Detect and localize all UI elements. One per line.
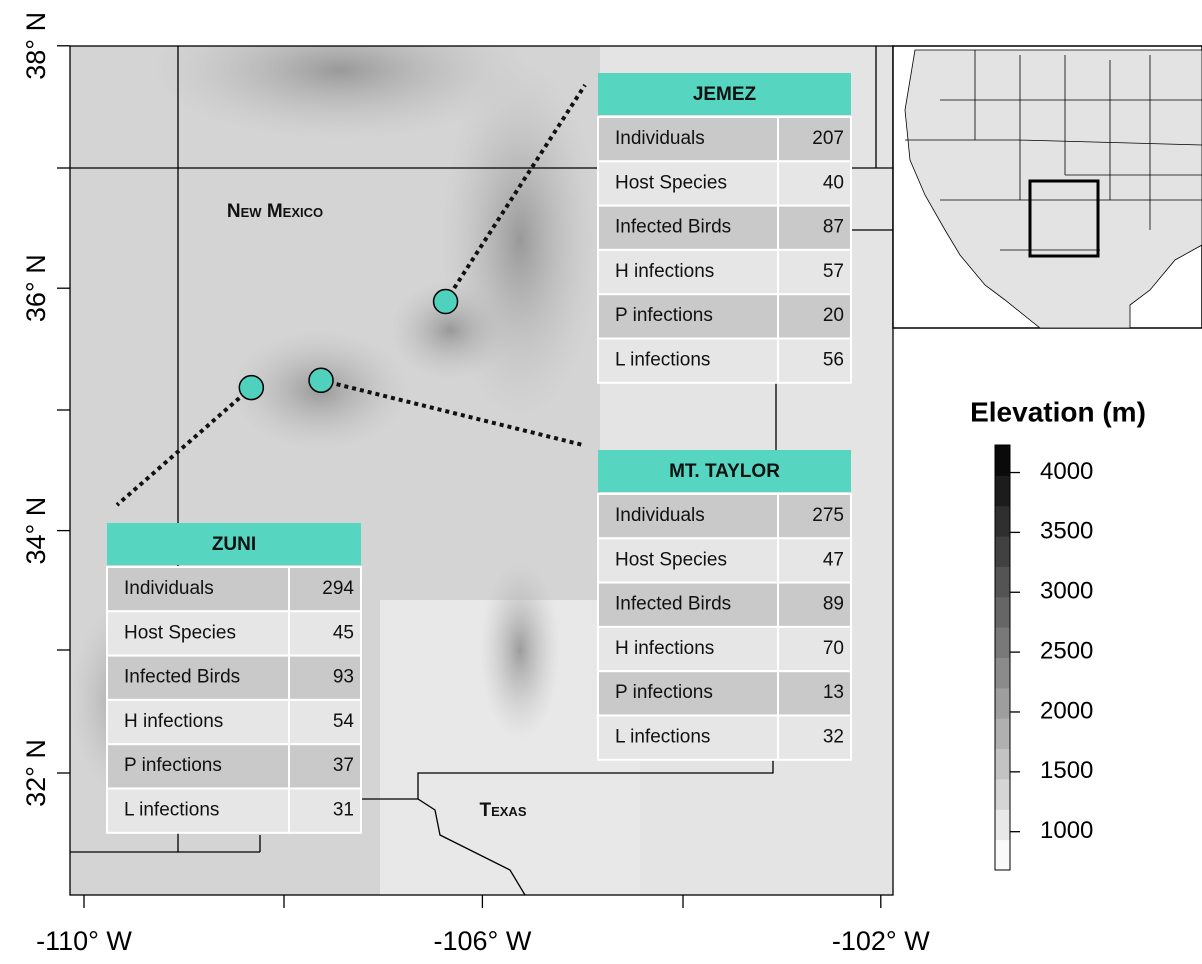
table-title: ZUNI — [212, 534, 256, 555]
table-title: MT. TAYLOR — [669, 461, 780, 482]
row-label: Host Species — [615, 549, 727, 570]
table-title: JEMEZ — [693, 84, 757, 105]
row-label: Individuals — [615, 128, 705, 149]
row-label: L infections — [615, 350, 710, 371]
colorbar-band — [995, 749, 1010, 780]
map-figure: Elevation (m) 1000 1500 2000 2500 3000 3500 40… — [0, 0, 1202, 964]
colorbar-band — [995, 779, 1010, 810]
legend-tick-label: 2500 — [1040, 637, 1093, 664]
row-label: Host Species — [124, 622, 236, 643]
legend-tick-label: 3000 — [1040, 578, 1093, 605]
row-label: P infections — [124, 755, 222, 776]
x-tick-label: -110° W — [36, 926, 132, 956]
colorbar-band — [995, 445, 1010, 476]
row-label: Individuals — [124, 578, 214, 599]
row-value: 32 — [823, 727, 844, 748]
row-value: 47 — [823, 549, 844, 570]
row-label: Individuals — [615, 505, 705, 526]
inset-map — [893, 46, 1202, 328]
y-tick-label: 38° N — [21, 12, 51, 80]
row-label: Infected Birds — [615, 217, 731, 238]
x-tick-label: -102° W — [832, 926, 930, 956]
site-table: MT. TAYLOR Individuals 275 Host Species 47 In… — [598, 450, 851, 760]
row-value: 54 — [333, 711, 355, 732]
region-label: New Mexico — [227, 201, 323, 222]
legend-tick-label: 1000 — [1040, 817, 1093, 844]
row-value: 37 — [333, 755, 354, 776]
y-tick-label: 32° N — [21, 739, 51, 807]
row-value: 294 — [322, 578, 354, 599]
row-value: 13 — [823, 682, 844, 703]
colorbar-band — [995, 627, 1010, 658]
legend-tick-label: 2000 — [1040, 697, 1093, 724]
colorbar-band — [995, 718, 1010, 749]
row-label: H infections — [615, 638, 714, 659]
row-value: 275 — [812, 505, 844, 526]
row-label: Infected Birds — [615, 594, 731, 615]
row-label: P infections — [615, 682, 713, 703]
site-table: ZUNI Individuals 294 Host Species 45 Infected… — [107, 523, 361, 833]
colorbar-band — [995, 475, 1010, 506]
row-label: L infections — [124, 800, 219, 821]
row-value: 89 — [823, 594, 844, 615]
row-value: 40 — [823, 172, 844, 193]
row-value: 87 — [823, 217, 844, 238]
x-tick-label: -106° W — [433, 926, 531, 956]
row-value: 56 — [823, 350, 844, 371]
row-label: Host Species — [615, 172, 727, 193]
row-label: H infections — [124, 711, 223, 732]
colorbar-band — [995, 566, 1010, 597]
colorbar-band — [995, 506, 1010, 537]
row-value: 45 — [333, 622, 354, 643]
colorbar-band — [995, 688, 1010, 719]
legend-tick-label: 4000 — [1040, 458, 1093, 485]
row-label: L infections — [615, 727, 710, 748]
legend-tick-label: 3500 — [1040, 518, 1093, 545]
row-value: 207 — [812, 128, 844, 149]
colorbar-band — [995, 658, 1010, 689]
row-value: 57 — [823, 261, 844, 282]
colorbar-band — [995, 809, 1010, 840]
y-tick-label: 36° N — [21, 254, 51, 322]
row-value: 93 — [333, 667, 354, 688]
row-value: 20 — [823, 305, 844, 326]
site-point — [309, 368, 333, 392]
legend-tick-label: 1500 — [1040, 757, 1093, 784]
site-table: JEMEZ Individuals 207 Host Species 40 Infecte… — [598, 73, 851, 383]
colorbar-band — [995, 536, 1010, 567]
colorbar-band — [995, 840, 1010, 871]
row-label: P infections — [615, 305, 713, 326]
row-value: 70 — [823, 638, 844, 659]
legend-title: Elevation (m) — [970, 396, 1146, 427]
elevation-legend: Elevation (m) 1000 1500 2000 2500 3000 3500 40… — [970, 396, 1146, 870]
row-value: 31 — [333, 800, 354, 821]
site-point — [239, 376, 263, 400]
y-tick-label: 34° N — [21, 497, 51, 565]
row-label: Infected Birds — [124, 667, 240, 688]
region-label: Texas — [479, 800, 526, 821]
colorbar-band — [995, 597, 1010, 628]
row-label: H infections — [615, 261, 714, 282]
site-point — [434, 290, 458, 314]
